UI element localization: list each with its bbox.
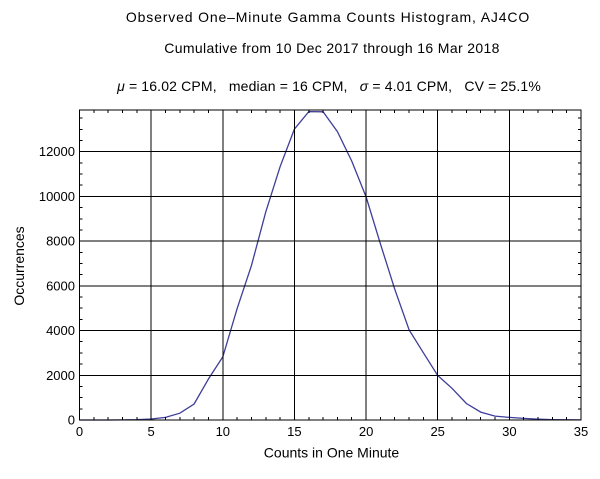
svg-text:10000: 10000: [39, 189, 75, 204]
svg-text:0: 0: [76, 424, 83, 439]
svg-text:2000: 2000: [46, 368, 75, 383]
svg-text:12000: 12000: [39, 144, 75, 159]
svg-text:20: 20: [359, 424, 373, 439]
svg-text:Counts in One Minute: Counts in One Minute: [264, 445, 400, 461]
svg-text:10: 10: [216, 424, 230, 439]
svg-text:25: 25: [430, 424, 444, 439]
svg-text:8000: 8000: [46, 234, 75, 249]
svg-text:30: 30: [502, 424, 516, 439]
svg-text:5: 5: [147, 424, 154, 439]
svg-text:6000: 6000: [46, 278, 75, 293]
svg-text:15: 15: [287, 424, 301, 439]
svg-text:0: 0: [68, 413, 75, 428]
svg-text:35: 35: [574, 424, 588, 439]
svg-text:Occurrences: Occurrences: [11, 226, 27, 305]
svg-text:4000: 4000: [46, 323, 75, 338]
